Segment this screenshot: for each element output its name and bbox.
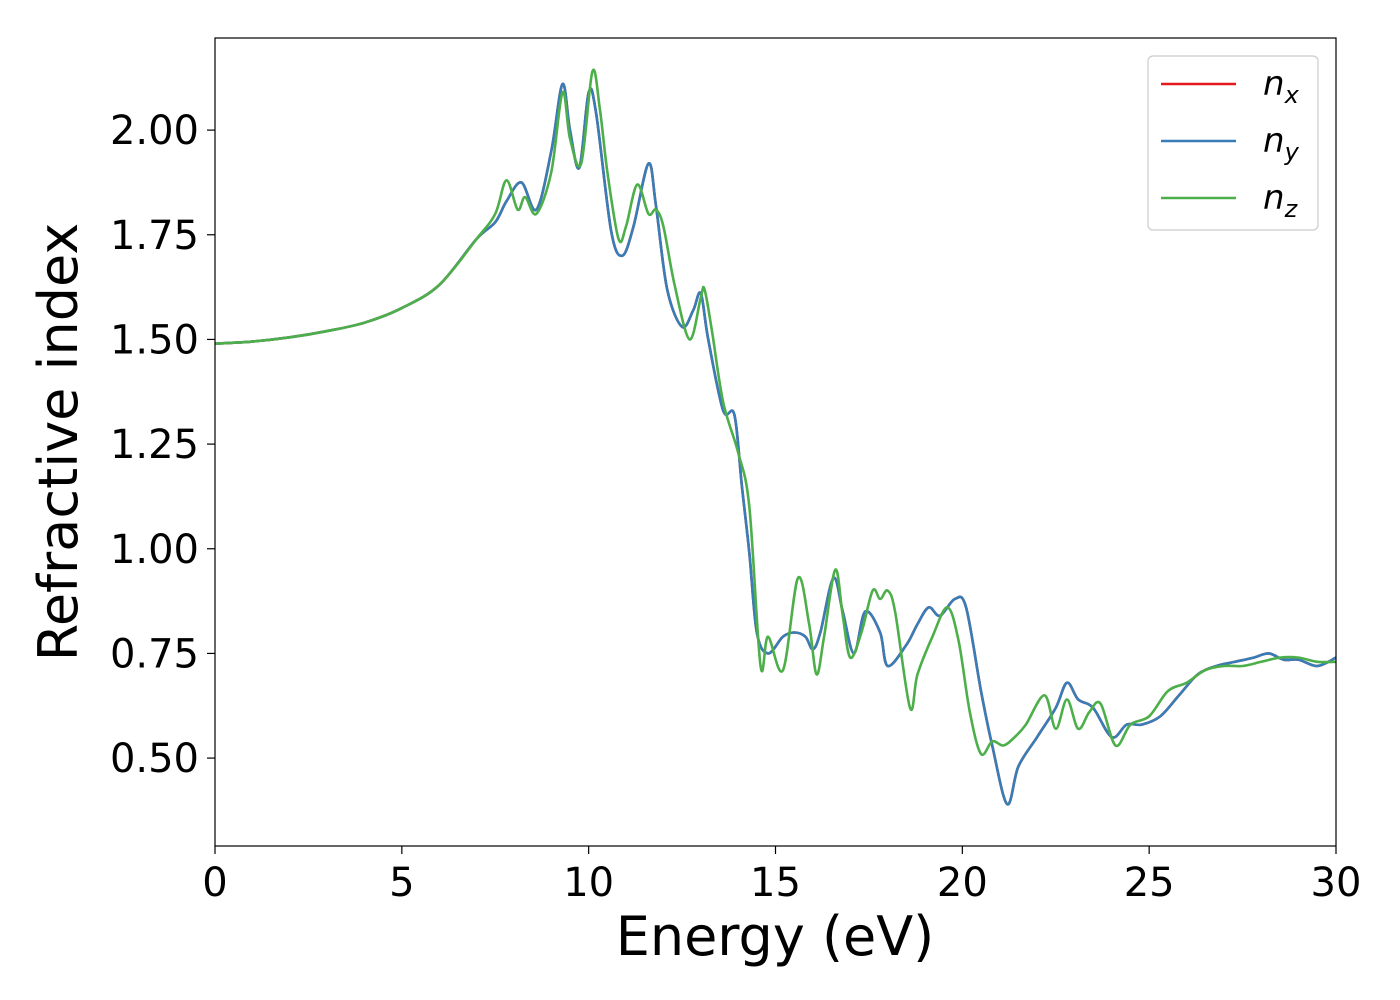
legend-label-ny: ny: [1263, 121, 1300, 166]
x-tick-label: 30: [1311, 860, 1362, 906]
y-axis-title: Refractive index: [27, 223, 90, 662]
x-axis-title: Energy (eV): [616, 905, 935, 968]
legend-label-base: n: [1263, 178, 1285, 218]
y-tick-label: 2.00: [110, 108, 199, 154]
y-tick-label: 1.75: [110, 213, 199, 259]
x-tick-label: 5: [389, 860, 414, 906]
y-tick-label: 1.25: [110, 422, 199, 468]
x-tick-label: 25: [1124, 860, 1175, 906]
series-line-nz: [214, 68, 1337, 757]
legend-label-base: n: [1263, 64, 1285, 104]
legend-label-subscript: y: [1284, 138, 1300, 166]
legend-box: [1147, 55, 1319, 231]
y-tick-label: 1.50: [110, 317, 199, 363]
x-axis-ticks: 0 5 10 15 20 25 30: [202, 846, 1361, 906]
series-line-ny: [214, 82, 1337, 806]
x-tick-label: 20: [937, 860, 988, 906]
y-tick-label: 1.00: [110, 527, 199, 573]
legend-label-base: n: [1263, 121, 1285, 161]
y-tick-label: 0.50: [110, 736, 199, 782]
x-tick-label: 10: [563, 860, 614, 906]
y-tick-label: 0.75: [110, 631, 199, 677]
legend-label-nx: nx: [1263, 64, 1300, 109]
x-tick-label: 15: [750, 860, 801, 906]
legend-label-nz: nz: [1263, 178, 1299, 223]
legend-label-subscript: x: [1284, 81, 1300, 109]
y-axis-ticks: 0.50 0.75 1.00 1.25 1.50 1.75 2.00: [110, 108, 215, 782]
series-layer: [214, 68, 1337, 806]
legend-label-subscript: z: [1284, 195, 1299, 223]
x-tick-label: 0: [202, 860, 227, 906]
